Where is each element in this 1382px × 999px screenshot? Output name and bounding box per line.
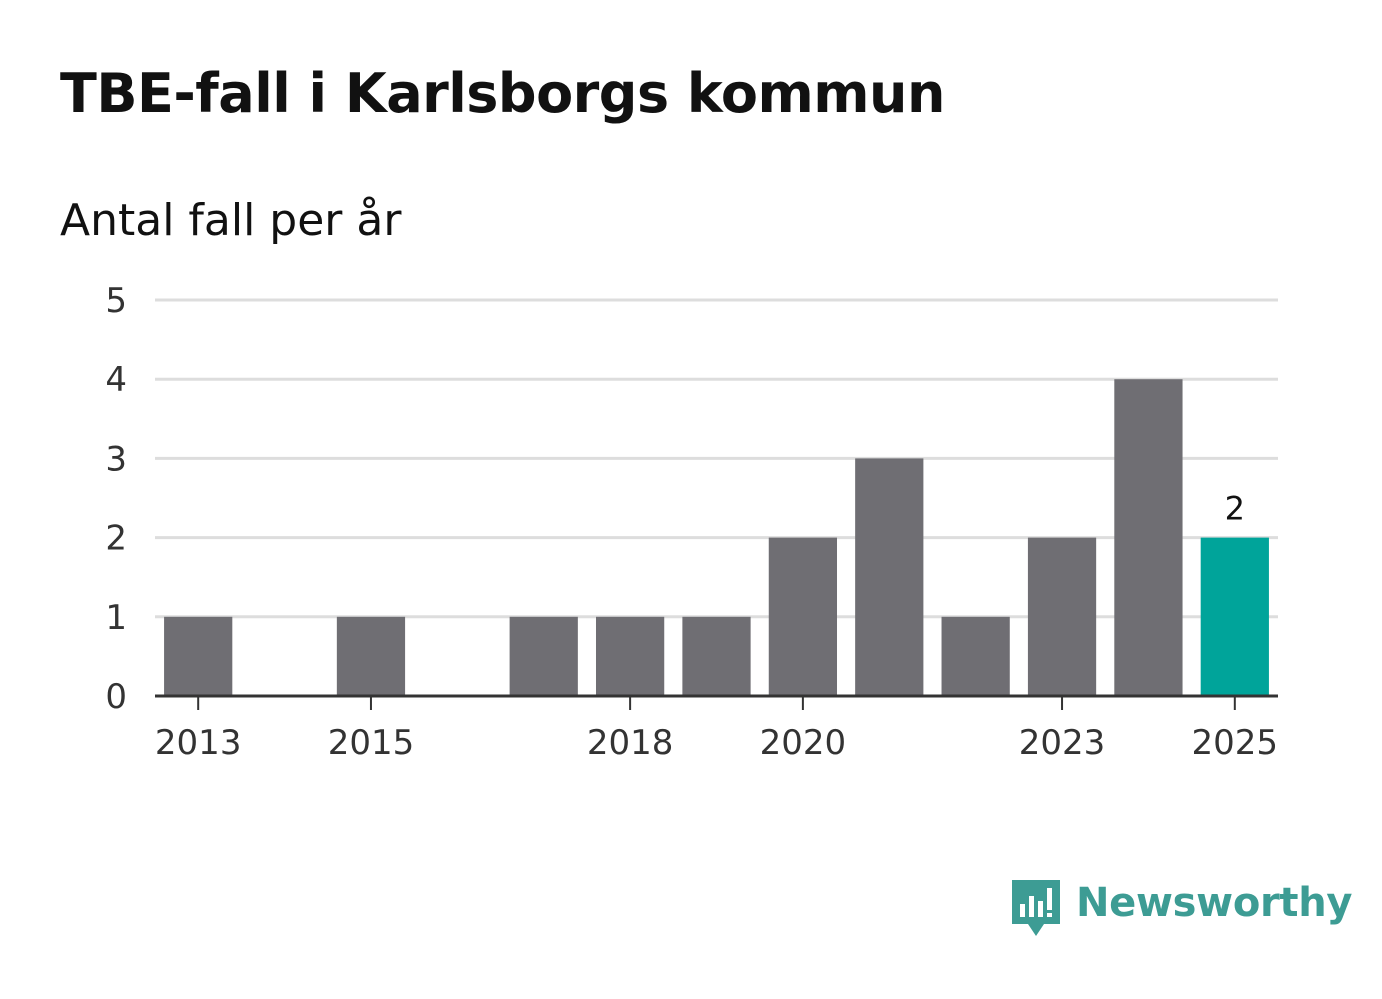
y-tick-label: 5 xyxy=(105,281,127,321)
newsworthy-logo-icon xyxy=(1012,880,1060,936)
bar xyxy=(164,616,233,696)
chart-title: TBE-fall i Karlsborgs kommun xyxy=(60,62,945,125)
brand-logo: Newsworthy xyxy=(1010,878,1353,940)
x-tick-label: 2015 xyxy=(328,723,415,763)
y-tick-label: 2 xyxy=(105,519,127,559)
bar xyxy=(855,458,924,696)
x-tick-label: 2025 xyxy=(1192,723,1279,763)
x-tick-label: 2013 xyxy=(155,723,242,763)
bar xyxy=(509,616,578,696)
bar xyxy=(1114,379,1183,696)
chart-subtitle: Antal fall per år xyxy=(60,195,402,246)
bar xyxy=(1027,537,1097,696)
bar xyxy=(941,616,1010,696)
bar xyxy=(768,537,838,696)
y-tick-label: 4 xyxy=(105,360,127,400)
x-tick-label: 2018 xyxy=(587,723,674,763)
x-tick-label: 2020 xyxy=(760,723,847,763)
x-tick-label: 2023 xyxy=(1019,723,1106,763)
bar xyxy=(1200,537,1269,696)
bar xyxy=(682,616,751,696)
bar xyxy=(595,616,665,696)
brand-name: Newsworthy xyxy=(1076,880,1353,926)
y-tick-label: 0 xyxy=(105,677,127,717)
value-label: 2 xyxy=(1225,490,1245,528)
y-tick-label: 1 xyxy=(105,598,127,638)
bar xyxy=(336,616,406,696)
y-tick-label: 3 xyxy=(105,439,127,479)
